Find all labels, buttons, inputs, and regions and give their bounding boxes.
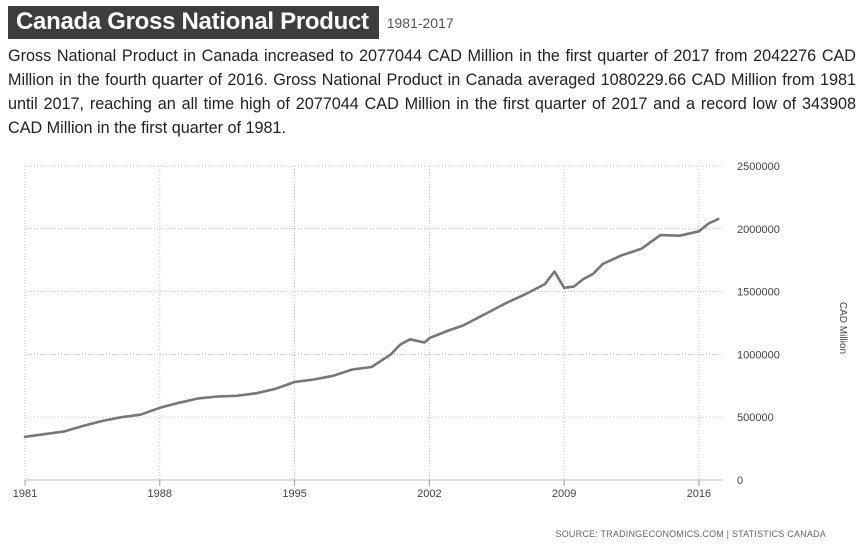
title-block: Canada Gross National Product 1981-2017: [8, 6, 454, 39]
y-tick-label: 500000: [737, 412, 774, 424]
x-tick-label: 2016: [687, 488, 711, 500]
source-note: SOURCE: TRADINGECONOMICS.COM | STATISTIC…: [555, 529, 826, 539]
page-title: Canada Gross National Product: [8, 6, 379, 39]
y-tick-label: 2500000: [737, 161, 780, 173]
y-tick-label: 0: [737, 475, 743, 487]
y-tick-label: 1000000: [737, 349, 780, 361]
summary-paragraph: Gross National Product in Canada increas…: [8, 47, 856, 137]
x-axis-ticks: 1981 1988 1995 2002 2009 2016: [13, 480, 711, 500]
gnp-line-chart: 2500000 2000000 1500000 1000000 500000 0 1981…: [13, 161, 848, 500]
y-axis-label: CAD Million: [837, 302, 848, 354]
x-tick-label: 1995: [282, 488, 306, 500]
date-range: 1981-2017: [386, 14, 454, 31]
x-tick-label: 1988: [148, 488, 172, 500]
y-tick-label: 1500000: [737, 287, 780, 299]
grid: [24, 165, 723, 481]
x-tick-label: 1981: [13, 488, 37, 500]
x-tick-label: 2002: [417, 488, 441, 500]
x-tick-label: 2009: [552, 488, 576, 500]
y-tick-label: 2000000: [737, 224, 780, 236]
series-layer: [23, 217, 720, 439]
series-line: [23, 217, 720, 439]
y-axis-ticks: 2500000 2000000 1500000 1000000 500000 0: [737, 161, 780, 487]
